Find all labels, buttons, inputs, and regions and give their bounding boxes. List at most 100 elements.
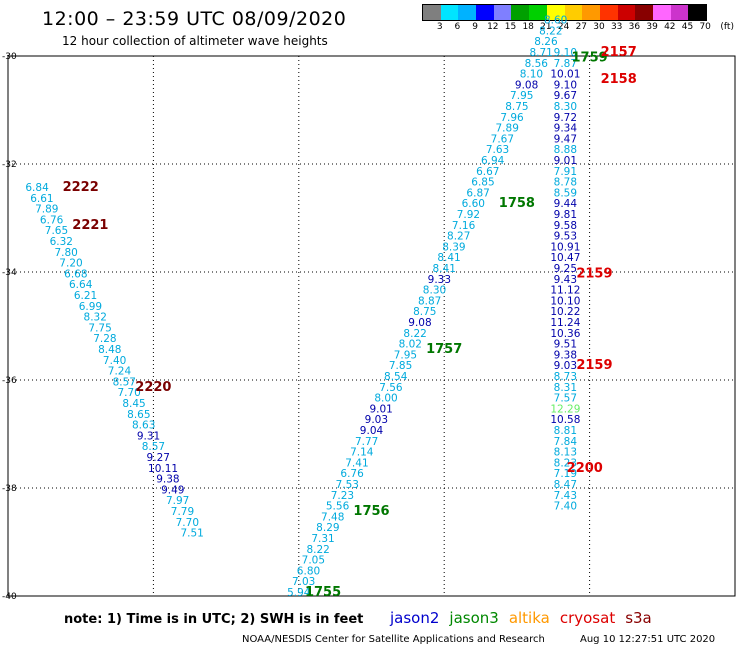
pass-time-label: 2200 — [567, 461, 603, 476]
swh-value-label: 7.48 — [321, 511, 344, 523]
swh-value-label: 5.56 — [326, 501, 350, 513]
swh-value-label: 10.47 — [550, 252, 580, 264]
swh-value-label: 8.47 — [554, 479, 577, 491]
swh-value-label: 9.72 — [554, 112, 577, 124]
swh-value-label: 9.58 — [554, 220, 577, 232]
swh-value-label: 6.60 — [462, 198, 485, 210]
swh-value-label: 8.22 — [306, 544, 329, 556]
footnote: note: 1) Time is in UTC; 2) SWH is in fe… — [64, 612, 364, 627]
swh-value-label: 6.61 — [30, 193, 53, 205]
swh-value-label: 8.57 — [142, 441, 165, 453]
color-swatch — [688, 5, 706, 20]
swh-value-label: 9.34 — [554, 123, 578, 135]
color-scale-tick: 39 — [646, 22, 658, 32]
swh-value-label: 6.32 — [50, 236, 73, 248]
swh-value-label: 6.80 — [297, 565, 320, 577]
swh-value-label: 8.87 — [418, 295, 441, 307]
swh-value-label: 7.91 — [554, 166, 577, 178]
generated-timestamp: Aug 10 12:27:51 UTC 2020 — [580, 634, 716, 645]
swh-value-label: 8.22 — [539, 25, 562, 37]
swh-value-label: 9.47 — [554, 133, 577, 145]
color-swatch — [546, 5, 565, 20]
swh-value-label: 6.76 — [340, 468, 364, 480]
swh-value-label: 8.56 — [525, 58, 549, 70]
swh-value-label: 7.95 — [394, 349, 417, 361]
swh-value-label: 8.02 — [399, 339, 422, 351]
swh-value-label: 9.31 — [137, 430, 160, 442]
color-scale-unit: (ft) — [720, 22, 734, 32]
swh-value-label: 6.99 — [79, 301, 102, 313]
color-swatch — [670, 5, 689, 20]
swh-value-label: 8.75 — [413, 306, 436, 318]
color-swatch — [582, 5, 600, 20]
y-tick-label: -32 — [2, 160, 17, 170]
swh-value-label: 6.76 — [40, 214, 64, 226]
page-title: 12:00 – 23:59 UTC 08/09/2020 — [42, 8, 347, 30]
color-scale-tick: 6 — [454, 22, 461, 32]
swh-value-label: 7.03 — [292, 576, 315, 588]
swh-value-label: 7.53 — [336, 479, 359, 491]
swh-value-label: 7.20 — [59, 258, 82, 270]
swh-value-label: 8.75 — [505, 101, 528, 113]
y-tick-label: -34 — [2, 268, 17, 278]
swh-value-label: 9.01 — [369, 403, 392, 415]
legend-item: jason2 — [390, 609, 440, 627]
color-scale-tick: 36 — [628, 22, 641, 32]
color-scale-tick: 33 — [610, 22, 623, 32]
page-subtitle: 12 hour collection of altimeter wave hei… — [62, 34, 328, 48]
swh-value-label: 6.87 — [466, 187, 489, 199]
swh-value-label: 8.73 — [554, 371, 577, 383]
swh-value-label: 7.79 — [171, 506, 194, 518]
swh-value-label: 7.97 — [166, 495, 189, 507]
swh-value-label: 5.94 — [287, 587, 311, 599]
swh-value-label: 8.30 — [554, 101, 577, 113]
swh-value-label: 8.54 — [384, 371, 408, 383]
legend-item: altika — [508, 609, 550, 627]
y-tick-label: -38 — [2, 484, 17, 494]
swh-value-label: 8.23 — [554, 457, 577, 469]
swh-value-label: 6.67 — [476, 166, 499, 178]
swh-value-label: 10.11 — [148, 463, 178, 475]
swh-value-label: 8.57 — [113, 376, 136, 388]
satellite-legend: jason2 jason3 altika cryosat s3a — [390, 609, 662, 627]
color-swatch — [564, 5, 583, 20]
swh-value-label: 9.38 — [554, 349, 577, 361]
swh-value-label: 7.41 — [345, 457, 368, 469]
swh-value-label: 8.29 — [316, 522, 339, 534]
swh-value-label: 7.96 — [500, 112, 524, 124]
swh-value-label: 7.05 — [302, 555, 325, 567]
swh-value-label: 8.10 — [520, 69, 543, 81]
swh-value-label: 7.43 — [554, 490, 577, 502]
swh-value-label: 8.27 — [447, 231, 470, 243]
swh-value-label: 9.38 — [156, 474, 179, 486]
swh-value-label: 7.28 — [93, 333, 116, 345]
swh-value-label: 9.03 — [365, 414, 388, 426]
swh-value-label: 8.88 — [554, 144, 577, 156]
swh-value-label: 8.59 — [554, 187, 577, 199]
swh-value-label: 7.65 — [45, 225, 68, 237]
swh-value-label: 7.80 — [54, 247, 77, 259]
swh-value-label: 8.39 — [442, 241, 465, 253]
color-swatch — [423, 5, 441, 20]
swh-value-label: 7.70 — [176, 517, 199, 529]
plot-frame — [7, 55, 736, 597]
swh-value-label: 7.63 — [486, 144, 509, 156]
color-swatch — [440, 5, 459, 20]
pass-time-label: 2157 — [601, 45, 637, 60]
color-swatch — [511, 5, 530, 20]
swh-value-label: 11.12 — [550, 285, 580, 297]
swh-value-label: 8.60 — [544, 15, 567, 27]
swh-value-label: 6.68 — [64, 268, 87, 280]
swh-value-label: 7.85 — [389, 360, 412, 372]
swh-value-label: 8.41 — [433, 263, 456, 275]
swh-value-label: 8.31 — [554, 382, 577, 394]
swh-value-label: 7.87 — [554, 58, 577, 70]
swh-value-label: 7.23 — [331, 490, 354, 502]
swh-value-label: 7.89 — [496, 123, 519, 135]
color-scale-tick: 15 — [504, 22, 517, 32]
color-scale-tick: 30 — [593, 22, 605, 32]
swh-value-label: 9.10 — [554, 79, 577, 91]
color-scale-tick: 9 — [472, 22, 478, 32]
swh-value-label: 7.31 — [311, 533, 334, 545]
color-swatch — [635, 5, 653, 20]
